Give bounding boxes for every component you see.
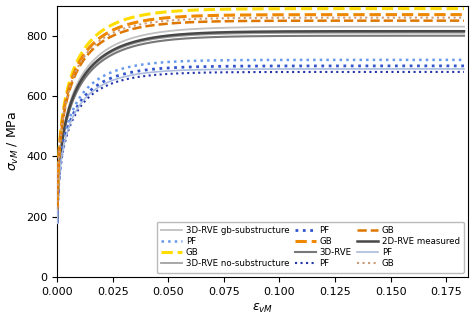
Y-axis label: $\sigma_{vM}$ / MPa: $\sigma_{vM}$ / MPa [6,111,21,171]
Legend: 3D-RVE gb-substructure, PF, GB, 3D-RVE no-substructure, PF, GB, 3D-RVE, PF, GB, : 3D-RVE gb-substructure, PF, GB, 3D-RVE n… [156,222,464,273]
X-axis label: $\epsilon_{vM}$: $\epsilon_{vM}$ [252,302,273,316]
